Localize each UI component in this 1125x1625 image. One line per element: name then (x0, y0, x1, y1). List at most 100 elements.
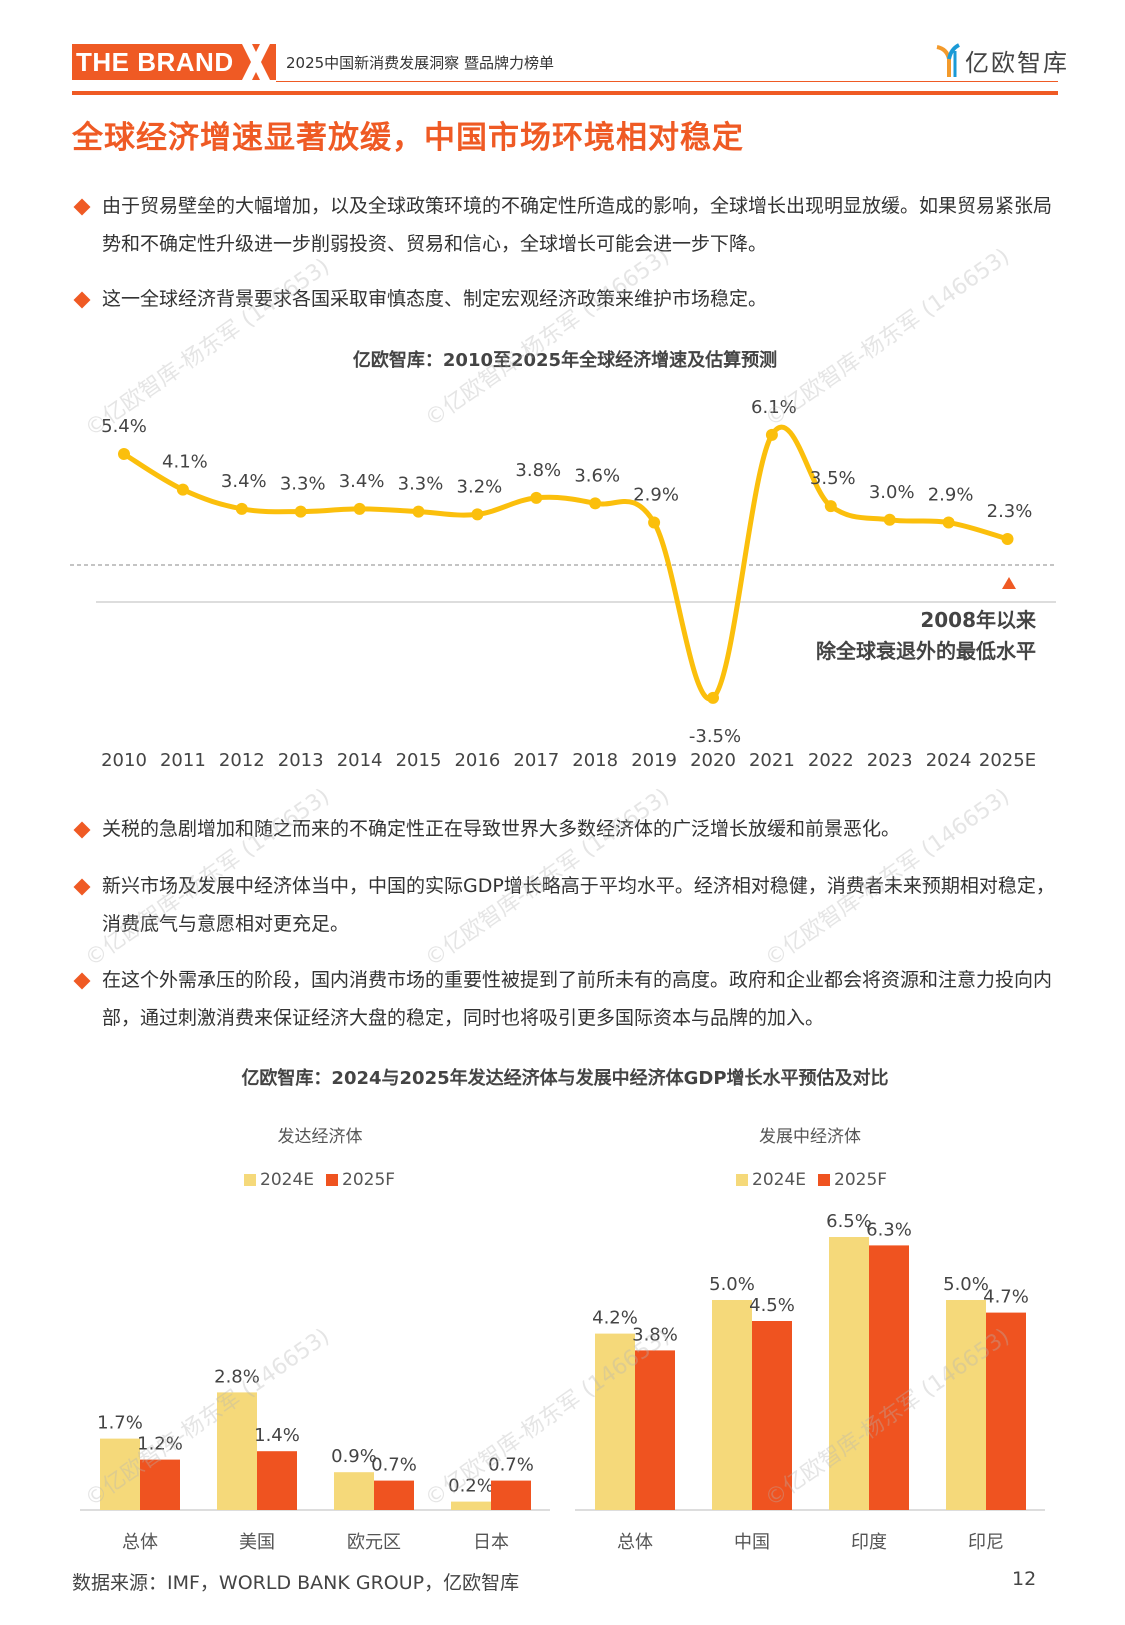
category-label: 总体 (122, 1532, 158, 1553)
data-point (942, 516, 955, 529)
bullet-text: 新兴市场及发展中经济体当中，中国的实际GDP增长略高于平均水平。经济相对稳健，消… (102, 875, 1055, 935)
data-point (176, 483, 189, 496)
bar-value-label: 1.2% (137, 1434, 183, 1455)
x-axis-label: 2015 (396, 750, 442, 771)
legend-swatch-2024-icon (244, 1174, 256, 1186)
bar-value-label: 2.8% (214, 1366, 260, 1387)
triangle-marker-icon (1002, 577, 1016, 589)
bullet-text: 这一全球经济背景要求各国采取审慎态度、制定宏观经济政策来维护市场稳定。 (102, 288, 768, 310)
bar-value-label: 4.2% (592, 1308, 638, 1329)
bar-chart-title: 亿欧智库：2024与2025年发达经济体与发展中经济体GDP增长水平预估及对比 (241, 1068, 889, 1089)
data-point (118, 448, 130, 461)
category-label: 美国 (239, 1532, 275, 1553)
legend-developing: 2024E 2025F (736, 1170, 899, 1190)
data-label: 3.3% (398, 474, 444, 495)
data-point (707, 691, 719, 704)
data-label: 2.9% (633, 485, 679, 506)
bar-2025F (635, 1350, 675, 1510)
bar-value-label: 3.8% (632, 1324, 678, 1345)
x-axis-label: 2012 (219, 750, 265, 771)
bar-chart-developing: 4.2%3.8%总体5.0%4.5%中国6.5%6.3%印度5.0%4.7%印尼 (575, 1211, 1045, 1553)
yiou-logo: 亿欧智库 (935, 40, 1069, 80)
data-label: 2.3% (987, 501, 1033, 522)
data-label: 3.0% (869, 482, 915, 503)
data-label: 3.4% (221, 471, 267, 492)
bar-value-label: 4.7% (983, 1287, 1029, 1308)
data-point (883, 513, 896, 526)
report-subtitle: 2025中国新消费发展洞察 暨品牌力榜单 (286, 54, 554, 72)
bar-2024E (100, 1438, 140, 1510)
developing-subtitle: 发展中经济体 (759, 1127, 861, 1147)
x-axis-label: 2022 (808, 750, 854, 771)
bar-value-label: 5.0% (709, 1274, 755, 1295)
bar-value-label: 0.9% (331, 1446, 377, 1467)
x-axis-label: 2017 (513, 750, 559, 771)
data-label: 3.5% (810, 468, 856, 489)
yiou-logo-icon (936, 43, 960, 77)
diamond-bullet-icon (73, 198, 91, 216)
data-point (235, 502, 248, 515)
header-divider-thin (276, 81, 1058, 82)
data-point (824, 500, 837, 513)
bar-2025F (869, 1245, 909, 1510)
bar-value-label: 0.7% (488, 1455, 534, 1476)
legend-label: 2024E (752, 1170, 807, 1190)
legend-item-2025: 2025F (818, 1170, 887, 1190)
data-label: 3.3% (280, 474, 326, 495)
bar-value-label: 1.4% (254, 1425, 300, 1446)
category-label: 日本 (473, 1532, 509, 1553)
data-point (1001, 532, 1014, 545)
data-label: 2.9% (928, 485, 974, 506)
bar-2024E (946, 1300, 986, 1510)
diamond-bullet-icon (73, 972, 91, 990)
data-source: 数据来源：IMF，WORLD BANK GROUP，亿欧智库 (72, 1572, 520, 1594)
x-axis-label: 2024 (926, 750, 972, 771)
bar-2024E (334, 1472, 374, 1510)
brand-logo: THE BRAND (72, 44, 242, 80)
growth-line (121, 424, 1010, 702)
bar-value-label: 6.3% (866, 1219, 912, 1240)
bullet-text: 由于贸易壁垒的大幅增加，以及全球政策环境的不确定性所造成的影响，全球增长出现明显… (102, 195, 1053, 255)
data-label: 3.4% (339, 471, 385, 492)
bar-2024E (595, 1333, 635, 1510)
bar-value-label: 4.5% (749, 1295, 795, 1316)
bar-2025F (140, 1459, 180, 1510)
data-label: -3.5% (689, 726, 741, 747)
category-label: 中国 (734, 1532, 770, 1553)
developed-subtitle: 发达经济体 (277, 1127, 363, 1147)
bar-2025F (986, 1312, 1026, 1510)
diamond-bullet-icon (73, 821, 91, 839)
x-axis-label: 2023 (867, 750, 913, 771)
data-point (648, 516, 661, 529)
x-axis-label: 2016 (454, 750, 500, 771)
legend-label: 2024E (260, 1170, 315, 1190)
bar-2024E (217, 1392, 257, 1510)
legend-item-2025: 2025F (326, 1170, 395, 1190)
bar-2025F (374, 1480, 414, 1510)
legend-item-2024: 2024E (244, 1170, 314, 1190)
bar-value-label: 1.7% (97, 1413, 143, 1434)
x-axis-label: 2011 (160, 750, 206, 771)
legend-label: 2025F (342, 1170, 396, 1190)
bullet-item: 这一全球经济背景要求各国采取审慎态度、制定宏观经济政策来维护市场稳定。 (72, 280, 1062, 318)
legend-label: 2025F (834, 1170, 888, 1190)
diamond-bullet-icon (73, 878, 91, 896)
data-label: 6.1% (751, 397, 797, 418)
bar-value-label: 0.7% (371, 1455, 417, 1476)
legend-swatch-2024-icon (736, 1174, 748, 1186)
bar-2025F (257, 1451, 297, 1510)
data-point (353, 502, 366, 515)
data-point (530, 491, 543, 504)
legend-swatch-2025-icon (818, 1174, 831, 1186)
x-axis-label: 2019 (631, 750, 677, 771)
annotation-line2: 除全球衰退外的最低水平 (816, 639, 1036, 663)
bullet-text: 关税的急剧增加和随之而来的不确定性正在导致世界大多数经济体的广泛增长放缓和前景恶… (102, 818, 901, 840)
category-label: 总体 (617, 1532, 653, 1553)
x-axis-label: 2013 (278, 750, 324, 771)
x-axis-label: 2010 (101, 750, 147, 771)
data-point (765, 428, 778, 441)
x-axis-label: 2021 (749, 750, 795, 771)
bullet-text: 在这个外需承压的阶段，国内消费市场的重要性被提到了前所未有的高度。政府和企业都会… (102, 969, 1053, 1029)
bar-value-label: 0.2% (448, 1476, 494, 1497)
bar-2024E (712, 1300, 752, 1510)
